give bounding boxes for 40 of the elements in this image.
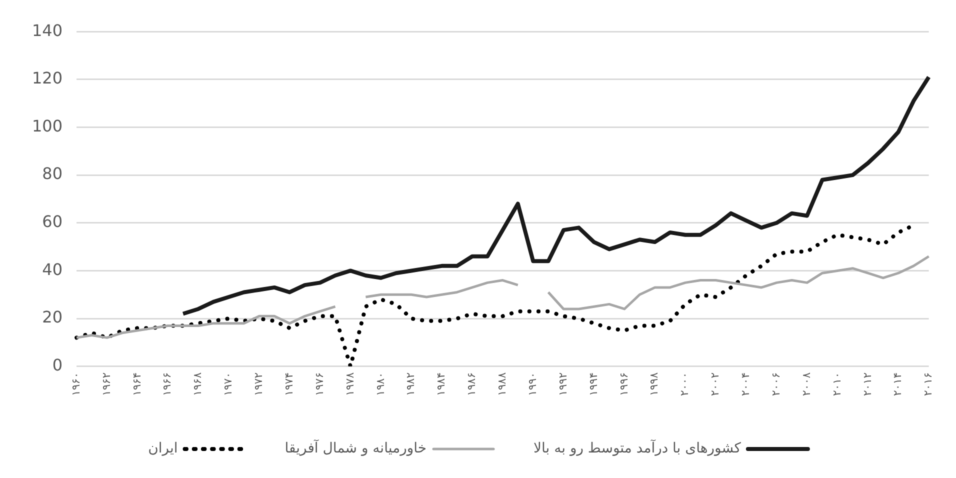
x-tick-label: ۱۹۸۰ — [374, 372, 387, 396]
x-tick-label: ۲۰۱۶ — [922, 372, 935, 396]
x-tick-label: ۲۰۰۰ — [678, 372, 692, 396]
x-tick-label: ۱۹۸۶ — [465, 372, 478, 396]
x-tick-label: ۲۰۰۲ — [708, 372, 722, 396]
x-tick-label: ۱۹۹۴ — [586, 372, 600, 396]
x-tick-label: ۲۰۰۶ — [769, 372, 782, 396]
x-tick-label: ۲۰۱۰ — [830, 372, 844, 396]
x-tick-label: ۱۹۶۴ — [130, 372, 144, 396]
x-tick-label: ۱۹۷۰ — [222, 372, 235, 396]
x-tick-label: ۱۹۷۶ — [312, 372, 326, 396]
x-tick-label: ۲۰۱۴ — [891, 372, 904, 396]
legend-label: خاورمیانه و شمال آفریقا — [284, 438, 427, 457]
x-tick-label: ۲۰۰۸ — [800, 372, 813, 396]
y-tick-label: 80 — [42, 164, 63, 184]
y-tick-label: 20 — [42, 308, 63, 327]
x-tick-label: ۱۹۶۲ — [100, 372, 113, 396]
x-tick-label: ۱۹۹۶ — [617, 372, 630, 396]
x-tick-label: ۱۹۷۲ — [252, 372, 266, 396]
x-tick-label: ۱۹۶۰ — [69, 372, 82, 396]
x-tick-label: ۱۹۸۲ — [404, 372, 418, 396]
x-tick-label: ۱۹۸۸ — [496, 372, 509, 396]
y-tick-label: 40 — [42, 260, 63, 279]
x-tick-label: ۱۹۷۸ — [343, 372, 356, 396]
y-tick-label: 0 — [52, 356, 63, 375]
x-tick-label: ۱۹۶۶ — [160, 372, 174, 396]
y-tick-label: 140 — [32, 20, 63, 40]
y-tick-label: 120 — [32, 68, 63, 88]
x-tick-label: ۲۰۱۲ — [860, 372, 874, 396]
x-tick-label: ۱۹۸۴ — [434, 372, 448, 396]
x-tick-label: ۱۹۹۰ — [526, 372, 539, 396]
y-tick-label: 60 — [42, 212, 63, 232]
x-tick-label: ۱۹۹۸ — [648, 372, 661, 396]
x-tick-label: ۱۹۹۲ — [556, 372, 570, 396]
y-tick-label: 100 — [32, 116, 63, 136]
legend-label: ایران — [148, 440, 178, 457]
x-tick-label: ۱۹۷۴ — [282, 372, 296, 396]
legend-label: کشورهای با درآمد متوسط رو به بالا — [534, 438, 742, 457]
x-tick-label: ۲۰۰۴ — [739, 372, 752, 396]
x-tick-label: ۱۹۶۸ — [191, 372, 204, 396]
